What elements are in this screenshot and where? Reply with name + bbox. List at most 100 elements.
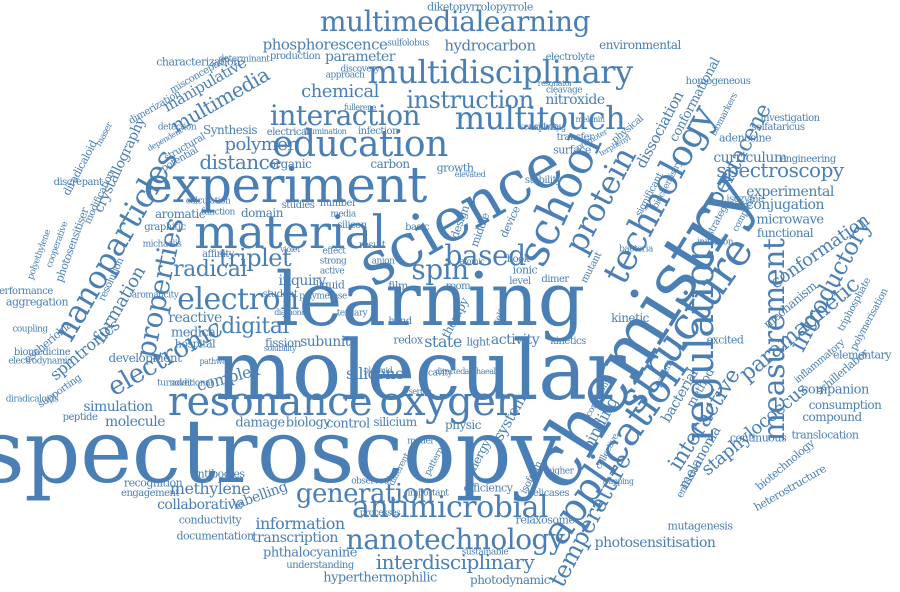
word: basic: [405, 222, 429, 233]
word: kinetics: [550, 336, 586, 347]
word: distance: [199, 150, 281, 174]
word: spectroscopy: [0, 400, 561, 503]
word: biology: [285, 415, 331, 431]
word: model: [407, 436, 433, 447]
word: curriculum: [713, 150, 787, 166]
word: fullerene: [344, 103, 376, 112]
word: multitouch: [454, 99, 626, 137]
word: aromatic: [154, 207, 206, 221]
word: collaborative: [157, 497, 243, 513]
word: nanotechnology: [345, 523, 565, 556]
word: affinity: [202, 249, 234, 260]
word: trapping: [602, 477, 634, 486]
word: illumination: [303, 127, 347, 136]
word: experiment: [143, 156, 427, 214]
word: discrepant: [53, 177, 103, 188]
word: conductivity: [178, 513, 242, 527]
word: book: [506, 254, 530, 265]
word: solfataricus: [751, 122, 805, 133]
word: bacteria: [619, 244, 653, 255]
word: hand: [388, 316, 412, 327]
word: atomic: [459, 257, 485, 266]
word: subunit: [300, 334, 350, 350]
word: initiation: [696, 237, 734, 248]
word: translocation: [791, 428, 859, 442]
word: silicium: [373, 415, 417, 429]
word: domain: [240, 206, 284, 220]
word: michaelis: [142, 239, 182, 250]
word: diradicaloid: [60, 138, 100, 198]
word: radical: [173, 257, 247, 282]
word: processes: [359, 508, 401, 519]
word: graphitic: [144, 222, 186, 233]
word: development: [108, 351, 182, 365]
word: recognition: [123, 476, 183, 490]
word: chemical: [301, 81, 379, 102]
word: detection: [157, 122, 197, 133]
word: consumption: [808, 398, 882, 412]
word: oxygen: [379, 379, 521, 425]
word: discovery: [340, 64, 380, 75]
word: aggregation: [5, 295, 69, 309]
word: characterization: [156, 55, 240, 69]
word: silicone: [346, 364, 404, 383]
word: mutagenesis: [667, 519, 733, 533]
word: transfer: [556, 132, 594, 143]
word: documentation: [176, 529, 254, 543]
word: serpin: [408, 387, 432, 396]
word: higher: [546, 466, 574, 477]
word: directed: [435, 367, 465, 376]
word: interaction: [269, 99, 421, 132]
word: adenosine: [718, 131, 772, 145]
word: violet: [280, 245, 300, 254]
word: state: [424, 332, 462, 351]
word: cavity: [427, 368, 453, 379]
word: electrodynamic: [8, 356, 72, 367]
word: phosphorescence: [262, 35, 388, 54]
word: resonance: [167, 379, 373, 425]
word: redox: [393, 333, 423, 347]
word: learning: [275, 257, 585, 343]
word: excited: [706, 333, 744, 347]
word: resonator: [537, 79, 573, 88]
word: calculation: [185, 196, 231, 207]
word: biomedicine: [13, 347, 71, 358]
word: engineering: [780, 154, 836, 165]
word: elevated: [454, 170, 486, 179]
word: important: [407, 488, 449, 499]
word: archaeal: [464, 367, 496, 376]
word: antimicrobial: [352, 490, 548, 525]
word: efficiency: [463, 481, 513, 495]
word: result: [358, 240, 386, 251]
word: approach: [325, 70, 365, 81]
word: digital: [221, 314, 289, 339]
word: spin: [411, 253, 469, 286]
word: diketopyrrolopyrrole: [427, 0, 533, 14]
word: sustainable: [461, 547, 509, 558]
word: phthalocyanine: [263, 545, 358, 561]
word: coupling: [12, 324, 48, 335]
word: photodynamic: [470, 573, 550, 587]
word: experimental: [746, 184, 834, 200]
word: compound: [802, 410, 862, 424]
word: hospital: [174, 337, 216, 351]
word: electrolyte: [545, 52, 595, 63]
word: plasmid: [363, 366, 393, 375]
word: isozyme: [726, 194, 764, 205]
word: solubility: [263, 344, 297, 353]
word: functional: [756, 226, 814, 240]
word: liquid: [315, 278, 345, 292]
word: pathway: [199, 357, 231, 366]
word: multimedialearning: [320, 5, 591, 38]
word: organic: [268, 157, 312, 171]
word: interdisciplinary: [375, 550, 535, 574]
word: relaxosome: [515, 513, 575, 527]
word: investigation: [760, 113, 820, 124]
word: kinetic: [611, 311, 649, 325]
word: silicon: [337, 220, 367, 231]
word: understanding: [286, 560, 354, 571]
word: surface: [553, 143, 591, 157]
word: helicases: [527, 488, 570, 499]
word: nitroxide: [545, 92, 605, 108]
word: parameter: [324, 49, 396, 65]
